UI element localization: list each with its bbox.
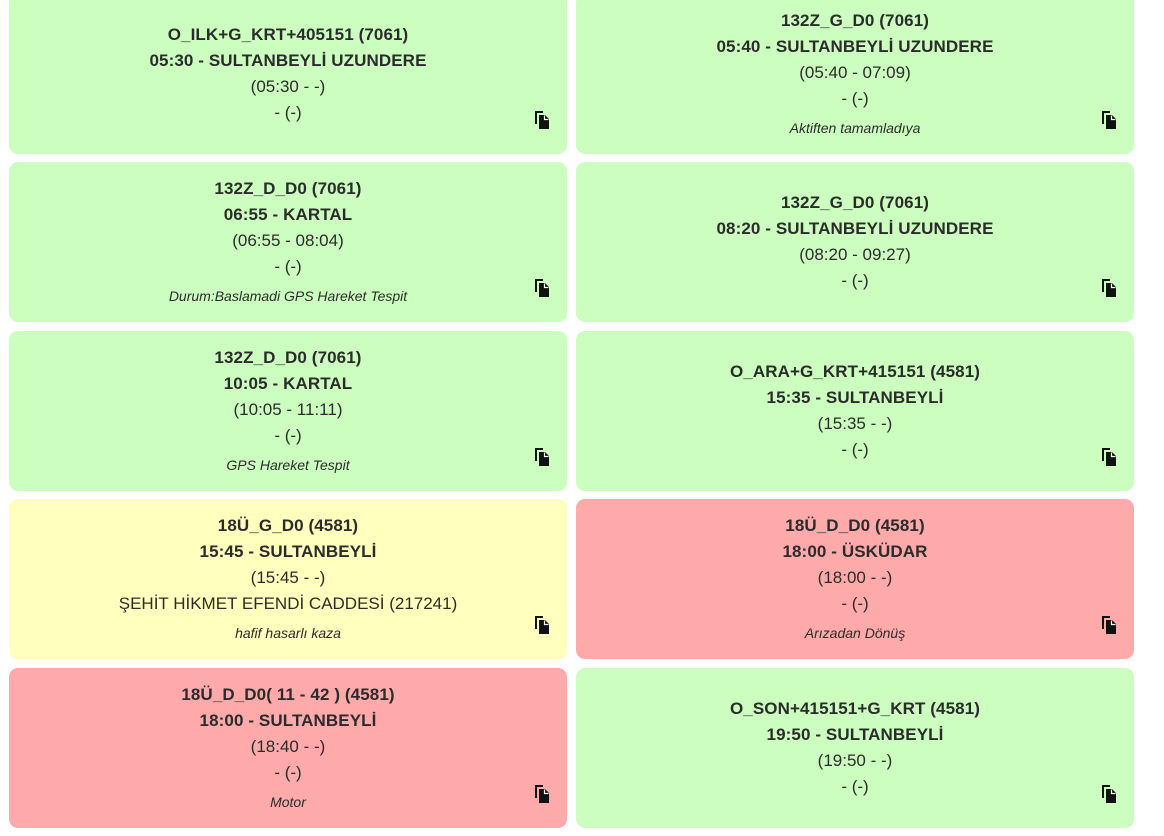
copy-icon[interactable] [532, 615, 550, 635]
copy-icon[interactable] [1099, 784, 1117, 804]
trip-location: - (-) [841, 777, 869, 796]
trip-location: - (-) [274, 425, 302, 445]
trip-route: 18:00 - SULTANBEYLİ [199, 710, 377, 730]
copy-icon[interactable] [1099, 615, 1117, 635]
trip-times: (18:00 - -) [817, 567, 893, 587]
trip-card[interactable]: 132Z_G_D0 (7061) 08:20 - SULTANBEYLİ UZU… [576, 162, 1134, 322]
trip-note: hafif hasarlı kaza [235, 624, 341, 641]
trip-card[interactable]: O_SON+415151+G_KRT (4581) 19:50 - SULTAN… [576, 668, 1134, 828]
copy-icon[interactable] [1099, 447, 1117, 467]
trip-title: O_ARA+G_KRT+415151 (4581) [729, 362, 981, 381]
trip-title: 132Z_G_D0 (7061) [780, 10, 930, 30]
trip-location: ŞEHİT HİKMET EFENDİ CADDESİ (217241) [118, 593, 458, 613]
trip-title: 18Ü_G_D0 (4581) [217, 515, 359, 535]
trip-times: (05:30 - -) [250, 77, 326, 96]
copy-icon[interactable] [1099, 278, 1117, 298]
trip-times: (15:35 - -) [817, 414, 893, 433]
trip-card[interactable]: O_ARA+G_KRT+415151 (4581) 15:35 - SULTAN… [576, 331, 1134, 491]
trip-title: 132Z_G_D0 (7061) [780, 193, 930, 212]
trip-note: GPS Hareket Tespit [226, 456, 350, 473]
trip-card[interactable]: 18Ü_G_D0 (4581) 15:45 - SULTANBEYLİ (15:… [9, 499, 567, 659]
trip-location: - (-) [274, 256, 302, 276]
trip-title: O_SON+415151+G_KRT (4581) [729, 699, 981, 718]
trip-route: 18:00 - ÜSKÜDAR [782, 541, 928, 561]
trip-route: 08:20 - SULTANBEYLİ UZUNDERE [716, 219, 994, 238]
trip-times: (15:45 - -) [250, 567, 326, 587]
copy-icon[interactable] [532, 278, 550, 298]
copy-icon[interactable] [532, 447, 550, 467]
trip-card[interactable]: 18Ü_D_D0( 11 - 42 ) (4581) 18:00 - SULTA… [9, 668, 567, 828]
trip-location: - (-) [841, 88, 869, 108]
trip-note: Motor [270, 793, 306, 810]
trip-route: 15:35 - SULTANBEYLİ [766, 388, 944, 407]
trip-title: 132Z_D_D0 (7061) [214, 347, 362, 367]
trip-location: - (-) [841, 271, 869, 290]
trip-note: Arızadan Dönüş [804, 624, 906, 641]
trip-card[interactable]: 18Ü_D_D0 (4581) 18:00 - ÜSKÜDAR (18:00 -… [576, 499, 1134, 659]
trip-route: 15:45 - SULTANBEYLİ [199, 541, 377, 561]
trip-times: (19:50 - -) [817, 751, 893, 770]
trip-title: O_ILK+G_KRT+405151 (7061) [167, 25, 409, 44]
copy-icon[interactable] [1099, 110, 1117, 130]
trip-location: - (-) [841, 440, 869, 459]
trip-location: - (-) [274, 762, 302, 782]
trip-times: (08:20 - 09:27) [799, 245, 911, 264]
trip-title: 18Ü_D_D0 (4581) [785, 515, 925, 535]
trip-location: - (-) [841, 593, 869, 613]
copy-icon[interactable] [532, 110, 550, 130]
trip-times: (05:40 - 07:09) [799, 62, 911, 82]
trip-location: - (-) [274, 103, 302, 122]
trip-times: (18:40 - -) [250, 736, 326, 756]
trip-card[interactable]: 132Z_D_D0 (7061) 10:05 - KARTAL (10:05 -… [9, 331, 567, 491]
trip-card[interactable]: 132Z_D_D0 (7061) 06:55 - KARTAL (06:55 -… [9, 162, 567, 322]
trip-route: 06:55 - KARTAL [223, 204, 353, 224]
trip-card[interactable]: 132Z_G_D0 (7061) 05:40 - SULTANBEYLİ UZU… [576, 0, 1134, 154]
copy-icon[interactable] [532, 784, 550, 804]
trip-times: (10:05 - 11:11) [233, 399, 343, 419]
trip-route: 19:50 - SULTANBEYLİ [766, 725, 944, 744]
trip-note: Durum:Baslamadi GPS Hareket Tespit [168, 287, 408, 304]
trip-route: 10:05 - KARTAL [223, 373, 353, 393]
trip-note: Aktiften tamamladıya [789, 119, 921, 136]
trip-route: 05:30 - SULTANBEYLİ UZUNDERE [149, 51, 427, 70]
trip-card[interactable]: O_ILK+G_KRT+405151 (7061) 05:30 - SULTAN… [9, 0, 567, 154]
trip-title: 18Ü_D_D0( 11 - 42 ) (4581) [181, 684, 395, 704]
trip-route: 05:40 - SULTANBEYLİ UZUNDERE [716, 36, 994, 56]
trip-times: (06:55 - 08:04) [232, 230, 344, 250]
trip-title: 132Z_D_D0 (7061) [214, 178, 362, 198]
